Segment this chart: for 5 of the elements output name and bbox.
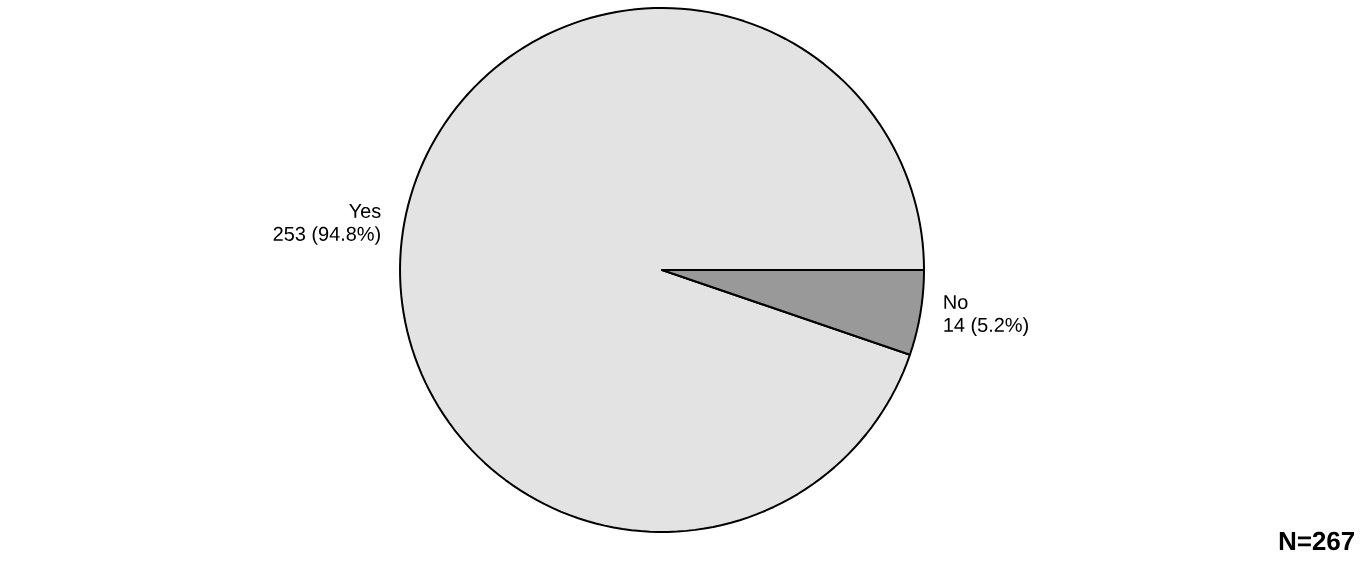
text: N=267: [1279, 531, 1355, 551]
slice-label: Yes: [349, 204, 381, 218]
data-label: 14 (5.2%): [944, 317, 1028, 336]
data-label: 253 (94.8%): [273, 226, 380, 245]
slice-label: No: [944, 295, 968, 310]
